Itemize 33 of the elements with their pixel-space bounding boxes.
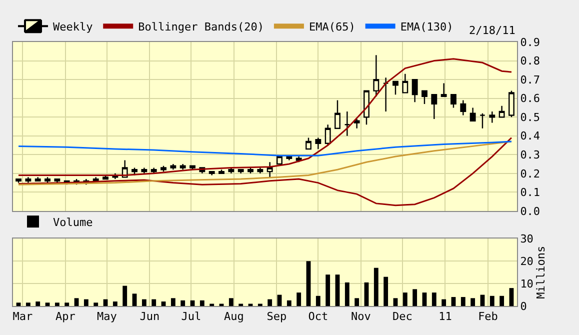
x-tick-label: Feb bbox=[478, 310, 498, 324]
x-tick-label: Jun bbox=[140, 310, 160, 324]
y-tick-label: 0.9 bbox=[520, 36, 540, 49]
x-tick-label: Dec bbox=[392, 310, 412, 324]
text: 2/18/11 bbox=[469, 24, 516, 37]
y-axis-title: Millions bbox=[534, 246, 548, 299]
x-tick-label: Apr bbox=[56, 310, 76, 324]
y-tick-label: 20 bbox=[520, 254, 534, 268]
y-tick-label: 0.4 bbox=[520, 130, 540, 143]
y-tick-label: 0.2 bbox=[520, 167, 540, 180]
y-tick-label: 30 bbox=[520, 232, 534, 246]
y-tick-label: 0.3 bbox=[520, 148, 540, 162]
y-tick-label: 0.1 bbox=[520, 186, 540, 200]
y-tick-label: 10 bbox=[520, 277, 534, 290]
x-tick-label: Sep bbox=[266, 310, 287, 324]
x-tick-label: Mar bbox=[12, 310, 33, 324]
y-tick-label: 0.7 bbox=[520, 73, 540, 86]
y-tick-label: 0.8 bbox=[520, 54, 540, 68]
legend-label: Volume bbox=[53, 216, 93, 229]
legend-label: EMA(130) bbox=[400, 20, 454, 34]
x-tick-label: 11 bbox=[438, 310, 452, 324]
x-tick-label: May bbox=[96, 310, 118, 324]
y-tick-label: 0.6 bbox=[520, 92, 540, 106]
legend-label: EMA(65) bbox=[308, 20, 356, 34]
legend-label: Weekly bbox=[53, 20, 94, 34]
x-tick-label: Aug bbox=[224, 310, 244, 324]
x-tick-label: Oct bbox=[308, 310, 328, 324]
y-tick-label: 0 bbox=[520, 300, 527, 313]
x-tick-label: Nov bbox=[351, 310, 372, 324]
y-tick-label: 0.5 bbox=[520, 110, 540, 124]
y-tick-label: 0.0 bbox=[520, 204, 540, 218]
x-tick-label: Jul bbox=[181, 310, 202, 324]
legend-label: Bollinger Bands(20) bbox=[138, 20, 264, 34]
